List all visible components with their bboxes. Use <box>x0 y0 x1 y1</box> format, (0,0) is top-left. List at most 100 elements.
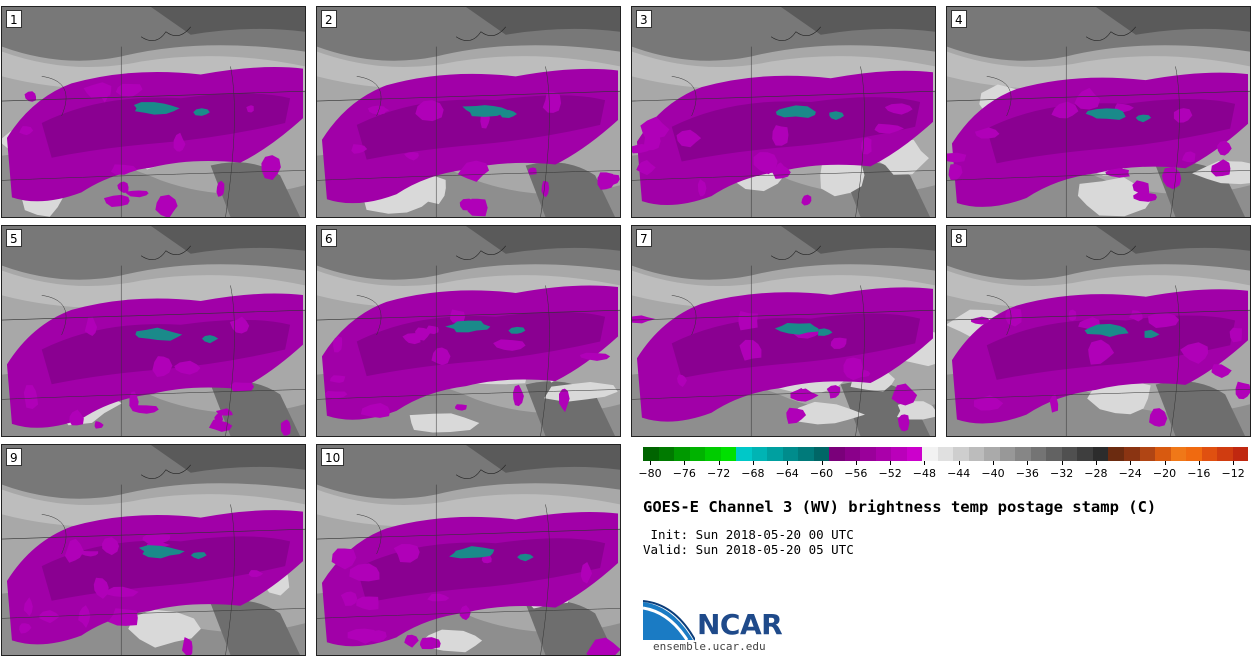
colorbar-tickmark <box>855 461 857 465</box>
stamp-panel-6: 6 <box>316 225 621 437</box>
colorbar-cell <box>1186 447 1202 461</box>
stamp-number: 2 <box>321 10 337 28</box>
wv-map <box>317 226 620 436</box>
colorbar-tickmark <box>1095 461 1097 465</box>
colorbar-cell <box>953 447 969 461</box>
ncar-logo: NCAR ensemble.ucar.edu <box>643 600 803 655</box>
colorbar-tick-label: −32 <box>1049 467 1074 480</box>
colorbar-tickmark <box>1027 461 1029 465</box>
ensemble-url: ensemble.ucar.edu <box>653 640 766 653</box>
colorbar-tick-label: −68 <box>741 467 765 480</box>
colorbar-cell <box>1061 447 1078 461</box>
colorbar-cell <box>1092 447 1109 461</box>
colorbar-tick-label: −28 <box>1084 467 1108 480</box>
stamp-number: 4 <box>951 10 967 28</box>
colorbar-tickmark <box>752 461 754 465</box>
stamp-number: 1 <box>6 10 22 28</box>
colorbar-cell <box>798 447 814 461</box>
stamp-panel-10: 10 <box>316 444 621 656</box>
colorbar-tickmark <box>1130 461 1132 465</box>
colorbar-cell <box>767 447 783 461</box>
colorbar-cell <box>674 447 690 461</box>
colorbar-tick-label: −44 <box>947 467 971 480</box>
ncar-swoosh-icon <box>643 600 695 641</box>
colorbar-tickmark <box>958 461 960 465</box>
colorbar-cell <box>813 447 830 461</box>
colorbar-cell <box>829 447 845 461</box>
stamp-panel-4: 4 <box>946 6 1251 218</box>
colorbar-tickmark <box>650 461 651 465</box>
colorbar-cell <box>658 447 675 461</box>
colorbar-cell <box>720 447 737 461</box>
colorbar-cell <box>736 447 752 461</box>
colorbar-cell <box>1170 447 1187 461</box>
colorbar-tick-label: −24 <box>1118 467 1142 480</box>
wv-map <box>947 7 1250 217</box>
colorbar <box>643 447 1249 461</box>
stamp-number: 6 <box>321 229 337 247</box>
colorbar-cell <box>937 447 954 461</box>
wv-map <box>2 226 305 436</box>
colorbar-cell <box>1232 447 1249 461</box>
colorbar-cell <box>1139 447 1156 461</box>
colorbar-tick-label: −36 <box>1015 467 1039 480</box>
colorbar-tick-label: −16 <box>1187 467 1211 480</box>
colorbar-cell <box>1217 447 1233 461</box>
colorbar-tickmark <box>890 461 892 465</box>
colorbar-tick-label: −48 <box>912 467 936 480</box>
colorbar-tick-label: −72 <box>706 467 731 480</box>
colorbar-ticks: −80 −76 −72 −68 −64 −60 −56 −52 −48 −44 −40 −36 −32−… <box>638 461 1248 481</box>
colorbar-cell <box>751 447 768 461</box>
stamp-panel-8: 8 <box>946 225 1251 437</box>
colorbar-cell <box>1155 447 1171 461</box>
colorbar-cell <box>643 447 659 461</box>
wv-map <box>2 445 305 655</box>
colorbar-cell <box>1201 447 1218 461</box>
colorbar-tickmark <box>993 461 994 465</box>
stamp-panel-2: 2 <box>316 6 621 218</box>
colorbar-tick-label: −60 <box>809 467 834 480</box>
wv-map <box>947 226 1250 436</box>
stamp-number: 9 <box>6 448 22 466</box>
colorbar-tick-label: −80 <box>638 467 662 480</box>
colorbar-cell <box>1015 447 1031 461</box>
colorbar-cell <box>968 447 985 461</box>
colorbar-cell <box>1030 447 1047 461</box>
colorbar-cell <box>689 447 706 461</box>
colorbar-cell <box>1123 447 1140 461</box>
colorbar-tick-label: −12 <box>1221 467 1245 480</box>
colorbar-tickmark <box>684 461 686 465</box>
stamp-number: 10 <box>321 448 345 466</box>
colorbar-cell <box>999 447 1016 461</box>
colorbar-tick-label: −20 <box>1152 467 1177 480</box>
colorbar-tickmark <box>821 461 823 465</box>
colorbar-tick-label: −52 <box>878 467 902 480</box>
wv-map <box>317 445 620 655</box>
stamp-panel-7: 7 <box>631 225 936 437</box>
wv-map <box>317 7 620 217</box>
stamp-number: 7 <box>636 229 652 247</box>
stamp-panel-3: 3 <box>631 6 936 218</box>
colorbar-tickmark <box>924 461 926 465</box>
colorbar-tickmark <box>1233 461 1235 465</box>
colorbar-cell <box>875 447 892 461</box>
stamp-panel-5: 5 <box>1 225 306 437</box>
colorbar-tickmark <box>1061 461 1063 465</box>
wv-map <box>2 7 305 217</box>
colorbar-cell <box>1046 447 1062 461</box>
stamp-number: 8 <box>951 229 967 247</box>
colorbar-cell <box>984 447 1000 461</box>
init-time: Init: Sun 2018-05-20 00 UTC <box>643 527 854 542</box>
valid-time: Valid: Sun 2018-05-20 05 UTC <box>643 542 854 557</box>
colorbar-cell <box>1108 447 1124 461</box>
stamp-panel-1: 1 <box>1 6 306 218</box>
colorbar-tick-label: −76 <box>672 467 696 480</box>
stamp-panel-9: 9 <box>1 444 306 656</box>
colorbar-tickmark <box>718 461 720 465</box>
colorbar-tickmark <box>1164 461 1166 465</box>
wv-map <box>632 7 935 217</box>
colorbar-cell <box>922 447 938 461</box>
colorbar-cell <box>1077 447 1093 461</box>
colorbar-cell <box>782 447 799 461</box>
stamp-number: 5 <box>6 229 22 247</box>
